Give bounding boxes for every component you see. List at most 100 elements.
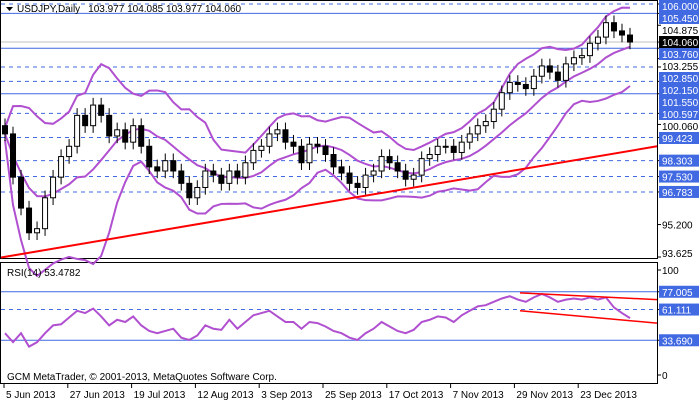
candle[interactable] <box>378 156 385 172</box>
candle[interactable] <box>370 170 377 176</box>
candle[interactable] <box>394 162 401 172</box>
candle[interactable] <box>458 141 465 153</box>
candle[interactable] <box>282 129 289 143</box>
candle[interactable] <box>498 92 505 110</box>
rsi-channel-upper[interactable] <box>519 292 658 301</box>
date-label: 27 Jun 2013 <box>70 390 125 401</box>
candle[interactable] <box>402 170 409 180</box>
date-label: 12 Aug 2013 <box>197 390 254 401</box>
candle[interactable] <box>530 75 537 90</box>
candle[interactable] <box>554 71 561 81</box>
candle[interactable] <box>418 158 425 176</box>
candle[interactable] <box>138 125 145 147</box>
candle[interactable] <box>218 174 225 184</box>
candle[interactable] <box>242 162 249 178</box>
price-tick-label: 103.255 <box>662 62 699 73</box>
date-label: 25 Sep 2013 <box>325 390 382 401</box>
candle[interactable] <box>410 174 417 180</box>
candle[interactable] <box>122 129 129 143</box>
candle[interactable] <box>274 129 281 135</box>
candle[interactable] <box>466 133 473 143</box>
candle[interactable] <box>2 125 8 135</box>
candle[interactable] <box>90 104 97 127</box>
candle[interactable] <box>18 176 25 209</box>
candle[interactable] <box>202 170 209 188</box>
candle[interactable] <box>594 36 601 44</box>
candle[interactable] <box>210 170 217 176</box>
candle[interactable] <box>50 176 57 199</box>
candle[interactable] <box>322 145 329 156</box>
candle[interactable] <box>627 34 633 43</box>
candle[interactable] <box>450 145 457 153</box>
rsi-line <box>4 292 631 348</box>
candle[interactable] <box>66 145 73 158</box>
candle[interactable] <box>474 125 481 135</box>
candle[interactable] <box>146 145 153 168</box>
candle[interactable] <box>26 207 33 234</box>
candle[interactable] <box>354 182 361 188</box>
candle[interactable] <box>442 145 449 148</box>
candle[interactable] <box>186 182 193 199</box>
candle[interactable] <box>330 154 337 168</box>
candle[interactable] <box>426 154 433 160</box>
candle[interactable] <box>490 108 497 123</box>
candle[interactable] <box>298 145 305 164</box>
candle[interactable] <box>266 133 273 147</box>
candle[interactable] <box>346 172 353 184</box>
candle[interactable] <box>194 186 201 199</box>
collapse-triangle-icon[interactable] <box>6 7 13 11</box>
candle[interactable] <box>546 65 553 73</box>
candle[interactable] <box>226 170 233 184</box>
candle[interactable] <box>162 160 169 172</box>
level-label: 97.530 <box>662 173 693 184</box>
price-tick-label: 93.625 <box>662 249 693 260</box>
candle[interactable] <box>58 156 65 178</box>
candle[interactable] <box>82 114 89 127</box>
candle[interactable] <box>98 104 105 116</box>
symbol-label: USDJPY,Daily <box>17 4 80 15</box>
date-label: 19 Jul 2013 <box>134 390 186 401</box>
candle[interactable] <box>178 170 185 184</box>
candle[interactable] <box>386 156 393 164</box>
candle[interactable] <box>522 83 529 90</box>
candle[interactable] <box>578 55 585 59</box>
candle[interactable] <box>170 160 177 172</box>
level-label: 100.597 <box>662 110 699 121</box>
candle[interactable] <box>482 121 489 127</box>
candle[interactable] <box>610 22 617 32</box>
candle[interactable] <box>114 129 121 137</box>
rsi-panel-border <box>0 262 658 384</box>
candle[interactable] <box>602 22 609 38</box>
level-label-bg <box>659 12 699 24</box>
candle[interactable] <box>538 65 545 77</box>
candle[interactable] <box>338 166 345 174</box>
candle[interactable] <box>10 133 17 178</box>
level-label-bg <box>659 48 699 60</box>
candle[interactable] <box>562 63 569 81</box>
candle[interactable] <box>434 145 441 156</box>
candle[interactable] <box>34 228 41 234</box>
rsi-channel-lower[interactable] <box>519 310 658 324</box>
candle[interactable] <box>362 174 369 188</box>
candle[interactable] <box>506 81 513 94</box>
candle[interactable] <box>234 170 241 178</box>
candle[interactable] <box>306 143 313 164</box>
candle[interactable] <box>42 197 49 230</box>
candle[interactable] <box>618 30 625 36</box>
candle[interactable] <box>570 57 577 65</box>
candle[interactable] <box>130 125 137 143</box>
date-label: 29 Nov 2013 <box>516 390 573 401</box>
candle[interactable] <box>250 149 257 164</box>
candle[interactable] <box>106 114 113 137</box>
candle[interactable] <box>514 81 521 85</box>
candle[interactable] <box>290 141 297 147</box>
level-label-bg <box>659 84 699 96</box>
candle[interactable] <box>586 42 593 57</box>
candle[interactable] <box>154 166 161 172</box>
candle[interactable] <box>258 145 265 151</box>
trendline[interactable] <box>0 145 658 259</box>
candle[interactable] <box>74 114 81 147</box>
candle[interactable] <box>314 143 321 147</box>
